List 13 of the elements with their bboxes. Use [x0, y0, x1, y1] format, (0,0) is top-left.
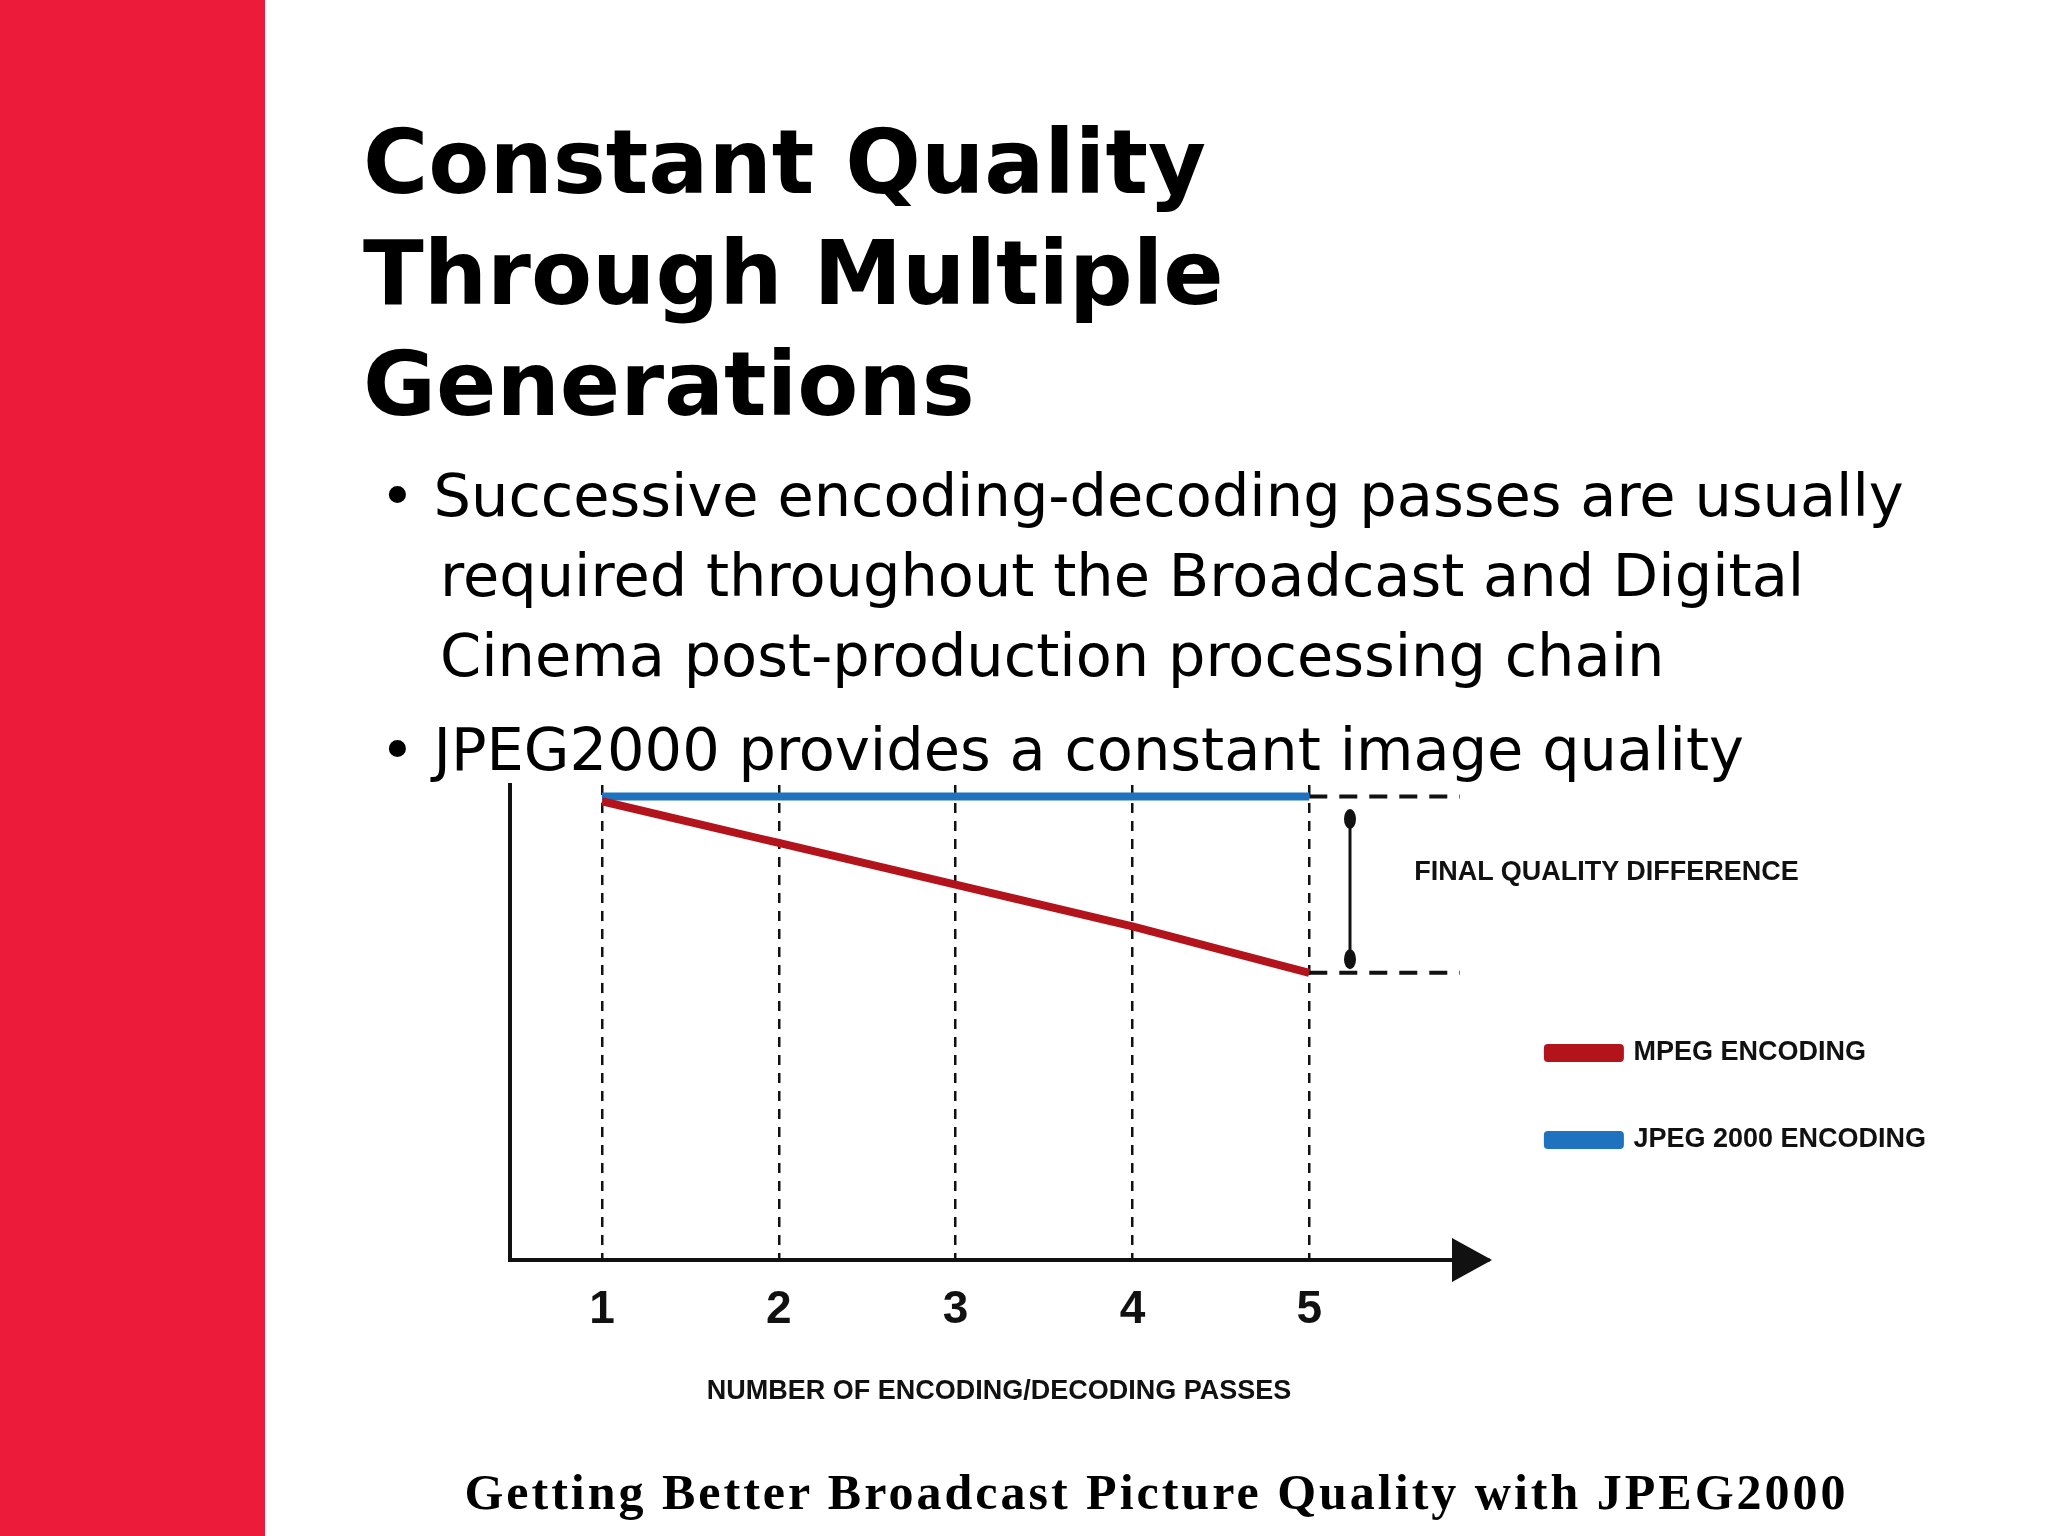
x-tick-label: 2 [765, 1280, 792, 1333]
x-tick-label: 3 [942, 1280, 969, 1333]
annotation: FINAL QUALITY DIFFERENCE [1414, 856, 1799, 887]
text: • JPEG2000 provides a constant image quality [380, 714, 1745, 786]
x-tick-label: 1 [589, 1280, 615, 1333]
chart-title: Constant Quality Through Multiple Generations [363, 109, 1225, 438]
text: Getting Better Broadcast Picture Quality with JPEG2000 [463, 1463, 1850, 1521]
text: • Successive encoding-decoding passes are usually required throughout the Broadcast and Digital Cinema post-production processing chain [380, 460, 1905, 692]
legend-label: MPEG ENCODING [1633, 1036, 1866, 1067]
x-tick-label: 4 [1119, 1280, 1146, 1333]
legend-label: JPEG 2000 ENCODING [1633, 1123, 1927, 1154]
x-axis-title: NUMBER OF ENCODING/DECODING PASSES [706, 1375, 1292, 1406]
x-tick-label: 5 [1296, 1280, 1323, 1333]
